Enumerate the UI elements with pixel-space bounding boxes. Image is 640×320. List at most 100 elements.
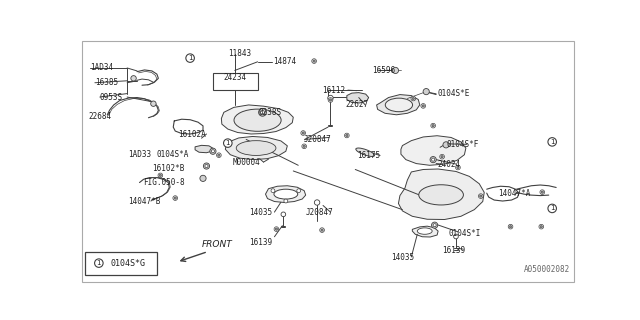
- Circle shape: [205, 164, 208, 168]
- Circle shape: [328, 98, 333, 102]
- Text: 16139: 16139: [442, 246, 465, 255]
- Ellipse shape: [419, 185, 463, 205]
- Circle shape: [271, 189, 275, 193]
- Circle shape: [422, 105, 424, 107]
- Circle shape: [421, 104, 426, 108]
- Circle shape: [174, 197, 177, 199]
- Circle shape: [392, 67, 399, 74]
- Polygon shape: [412, 226, 438, 237]
- Circle shape: [218, 154, 220, 156]
- Circle shape: [346, 134, 348, 137]
- Circle shape: [150, 101, 156, 106]
- Circle shape: [259, 108, 266, 116]
- FancyBboxPatch shape: [85, 252, 157, 275]
- Circle shape: [281, 212, 285, 217]
- Circle shape: [441, 156, 444, 158]
- Text: 22627: 22627: [346, 100, 369, 109]
- Circle shape: [328, 95, 333, 101]
- Circle shape: [189, 57, 193, 61]
- Text: 1: 1: [550, 205, 554, 212]
- Circle shape: [430, 156, 436, 163]
- Ellipse shape: [417, 228, 432, 234]
- Circle shape: [540, 226, 543, 228]
- Text: 1: 1: [550, 139, 554, 145]
- Circle shape: [274, 227, 279, 231]
- Text: 24024: 24024: [437, 160, 460, 169]
- Text: 14035: 14035: [249, 208, 272, 217]
- Text: 16175: 16175: [356, 151, 380, 160]
- Circle shape: [411, 96, 415, 101]
- Circle shape: [95, 259, 103, 267]
- Circle shape: [479, 194, 483, 198]
- Text: 14047*B: 14047*B: [129, 196, 161, 205]
- Circle shape: [302, 144, 307, 148]
- Polygon shape: [221, 105, 293, 134]
- Text: 0104S*G: 0104S*G: [111, 259, 146, 268]
- Circle shape: [431, 222, 438, 228]
- Polygon shape: [225, 136, 287, 160]
- Circle shape: [423, 89, 429, 95]
- Text: 22684: 22684: [89, 111, 112, 121]
- Circle shape: [210, 148, 216, 154]
- Text: 16139: 16139: [249, 238, 272, 247]
- Ellipse shape: [274, 189, 298, 199]
- Circle shape: [541, 191, 543, 193]
- Text: 16596: 16596: [372, 66, 395, 75]
- Circle shape: [549, 207, 554, 211]
- Circle shape: [223, 139, 232, 147]
- Text: 0104S*A: 0104S*A: [157, 150, 189, 159]
- Text: A050002082: A050002082: [524, 266, 570, 275]
- Text: J20847: J20847: [303, 135, 331, 144]
- Text: 0104S*I: 0104S*I: [448, 228, 481, 237]
- Text: 0238S: 0238S: [259, 108, 282, 117]
- FancyBboxPatch shape: [83, 41, 573, 283]
- Text: 16102*B: 16102*B: [152, 164, 184, 173]
- Circle shape: [431, 123, 435, 128]
- Circle shape: [440, 154, 444, 159]
- Text: M00004: M00004: [233, 157, 260, 167]
- Circle shape: [190, 58, 192, 60]
- Circle shape: [131, 76, 136, 81]
- FancyBboxPatch shape: [213, 73, 257, 90]
- Circle shape: [216, 153, 221, 157]
- Circle shape: [509, 226, 512, 228]
- Ellipse shape: [236, 141, 276, 156]
- Text: J20847: J20847: [306, 208, 333, 217]
- Circle shape: [433, 224, 436, 227]
- Ellipse shape: [234, 109, 281, 131]
- Circle shape: [313, 60, 316, 62]
- Circle shape: [456, 165, 460, 170]
- Circle shape: [454, 234, 458, 239]
- Circle shape: [548, 204, 556, 213]
- Text: 16102A: 16102A: [178, 130, 206, 139]
- Text: 0104S*F: 0104S*F: [446, 140, 479, 149]
- Polygon shape: [399, 169, 484, 220]
- Text: 14874: 14874: [273, 57, 296, 66]
- Circle shape: [431, 158, 435, 161]
- Circle shape: [550, 208, 552, 210]
- Circle shape: [443, 142, 449, 148]
- Circle shape: [173, 196, 177, 200]
- Circle shape: [539, 224, 543, 229]
- Text: 16112: 16112: [322, 86, 345, 95]
- Text: 1: 1: [97, 260, 101, 266]
- Text: 16385: 16385: [95, 78, 118, 87]
- Text: 0104S*E: 0104S*E: [437, 89, 470, 98]
- Circle shape: [320, 228, 324, 232]
- Circle shape: [260, 110, 264, 114]
- Circle shape: [204, 163, 209, 169]
- Polygon shape: [195, 145, 213, 153]
- Text: 1AD33: 1AD33: [129, 150, 152, 159]
- Polygon shape: [266, 186, 306, 203]
- Circle shape: [159, 174, 161, 177]
- Text: 24234: 24234: [224, 73, 247, 82]
- Circle shape: [432, 124, 435, 127]
- Circle shape: [284, 199, 288, 203]
- Circle shape: [301, 131, 305, 135]
- Text: FRONT: FRONT: [202, 240, 232, 249]
- Circle shape: [330, 99, 332, 101]
- Circle shape: [479, 195, 482, 197]
- Circle shape: [302, 132, 305, 134]
- Text: 0953S: 0953S: [100, 92, 123, 101]
- Text: 1AD34: 1AD34: [90, 63, 113, 72]
